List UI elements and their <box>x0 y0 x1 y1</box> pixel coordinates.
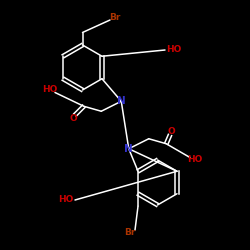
Text: HO: HO <box>58 196 74 204</box>
Text: Br: Br <box>124 228 136 237</box>
Text: HO: HO <box>42 86 58 94</box>
Text: N: N <box>117 96 126 106</box>
Text: HO: HO <box>187 156 203 164</box>
Text: O: O <box>168 127 175 136</box>
Text: Br: Br <box>109 13 121 22</box>
Text: O: O <box>70 114 78 123</box>
Text: HO: HO <box>166 46 182 54</box>
Text: N: N <box>124 144 133 154</box>
